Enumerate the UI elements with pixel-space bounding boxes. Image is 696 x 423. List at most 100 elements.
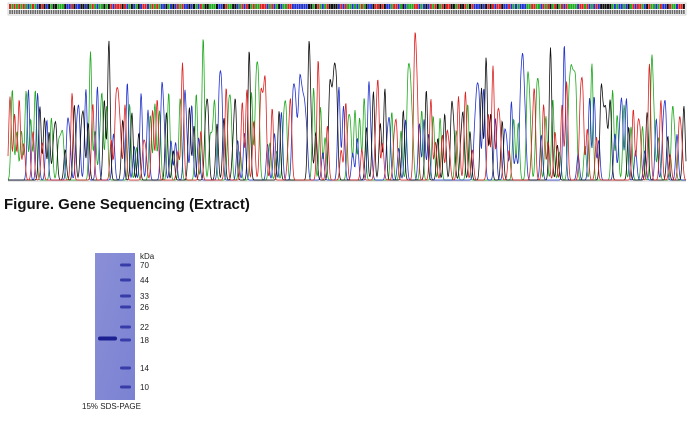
- base-letter: [144, 10, 147, 14]
- base-call: [98, 4, 101, 9]
- base-letter: [347, 10, 349, 14]
- base-call: [367, 4, 370, 9]
- base-call: [427, 4, 430, 9]
- base-letter: [195, 10, 198, 14]
- base-letter: [627, 10, 630, 14]
- base-letter: [197, 10, 200, 14]
- base-call: [308, 4, 310, 9]
- base-call: [565, 4, 568, 9]
- ladder-band: [120, 366, 131, 370]
- base-letter: [204, 10, 207, 14]
- base-call: [48, 4, 51, 9]
- base-call: [347, 4, 350, 9]
- base-letter: [262, 10, 264, 14]
- base-letter: [119, 10, 122, 14]
- base-call: [326, 4, 329, 9]
- base-letter: [455, 10, 457, 14]
- base-call: [298, 4, 301, 9]
- base-letter: [294, 10, 296, 14]
- base-call: [27, 4, 30, 9]
- base-call: [303, 4, 306, 9]
- base-call: [584, 4, 586, 9]
- base-letter: [598, 10, 600, 14]
- base-letter: [202, 10, 204, 14]
- base-letter: [547, 10, 549, 14]
- base-call: [202, 4, 205, 9]
- base-letter: [246, 10, 248, 14]
- base-call: [328, 4, 331, 9]
- base-letter: [395, 10, 398, 14]
- base-letter: [533, 10, 536, 14]
- base-call: [406, 4, 409, 9]
- base-letter: [278, 10, 280, 14]
- base-letter: [112, 10, 115, 14]
- base-letter: [625, 10, 628, 14]
- base-call: [305, 4, 308, 9]
- base-call: [482, 4, 485, 9]
- base-call: [671, 4, 674, 9]
- base-letter: [411, 10, 414, 14]
- base-letter: [338, 10, 340, 14]
- base-call: [172, 4, 175, 9]
- base-call: [358, 4, 361, 9]
- base-letter: [243, 10, 246, 14]
- base-letter: [595, 10, 598, 14]
- base-letter: [549, 10, 552, 14]
- base-call: [434, 4, 437, 9]
- base-call: [354, 4, 356, 9]
- base-call: [156, 4, 159, 9]
- base-letter: [588, 10, 591, 14]
- base-letter: [223, 10, 225, 14]
- base-letter: [250, 10, 253, 14]
- base-call: [280, 4, 283, 9]
- base-call: [236, 4, 239, 9]
- base-call: [296, 4, 299, 9]
- base-letter: [494, 10, 497, 14]
- base-call: [413, 4, 416, 9]
- base-call: [61, 4, 64, 9]
- base-letter: [342, 10, 345, 14]
- base-letter: [29, 10, 32, 14]
- base-letter: [423, 10, 425, 14]
- base-call: [475, 4, 478, 9]
- base-letter: [34, 10, 37, 14]
- base-letter: [570, 10, 572, 14]
- base-letter: [586, 10, 589, 14]
- base-letter: [648, 10, 651, 14]
- marker-label: 18: [140, 336, 149, 345]
- base-call: [333, 4, 336, 9]
- base-letter: [607, 10, 609, 14]
- base-letter: [85, 10, 87, 14]
- base-call: [659, 4, 662, 9]
- chromatogram: [7, 2, 687, 182]
- base-letter: [593, 10, 595, 14]
- base-call: [188, 4, 191, 9]
- base-call: [627, 4, 630, 9]
- base-letter: [46, 10, 48, 14]
- base-call: [662, 4, 665, 9]
- base-letter: [193, 10, 195, 14]
- base-letter: [485, 10, 487, 14]
- base-letter: [664, 10, 667, 14]
- base-call: [457, 4, 460, 9]
- base-letter: [579, 10, 582, 14]
- base-letter: [446, 10, 448, 14]
- gel-unit: kDa: [140, 252, 155, 261]
- base-letter: [32, 10, 34, 14]
- base-call: [425, 4, 428, 9]
- base-call: [397, 4, 400, 9]
- base-letter: [273, 10, 276, 14]
- base-call: [271, 4, 274, 9]
- base-call: [544, 4, 547, 9]
- base-call: [540, 4, 543, 9]
- base-letter: [177, 10, 179, 14]
- base-call: [52, 4, 55, 9]
- base-letter: [280, 10, 283, 14]
- base-call: [36, 4, 39, 9]
- base-letter: [349, 10, 352, 14]
- base-call: [351, 4, 354, 9]
- base-letter: [524, 10, 526, 14]
- base-letter: [299, 10, 301, 14]
- base-letter: [379, 10, 382, 14]
- base-letter: [538, 10, 540, 14]
